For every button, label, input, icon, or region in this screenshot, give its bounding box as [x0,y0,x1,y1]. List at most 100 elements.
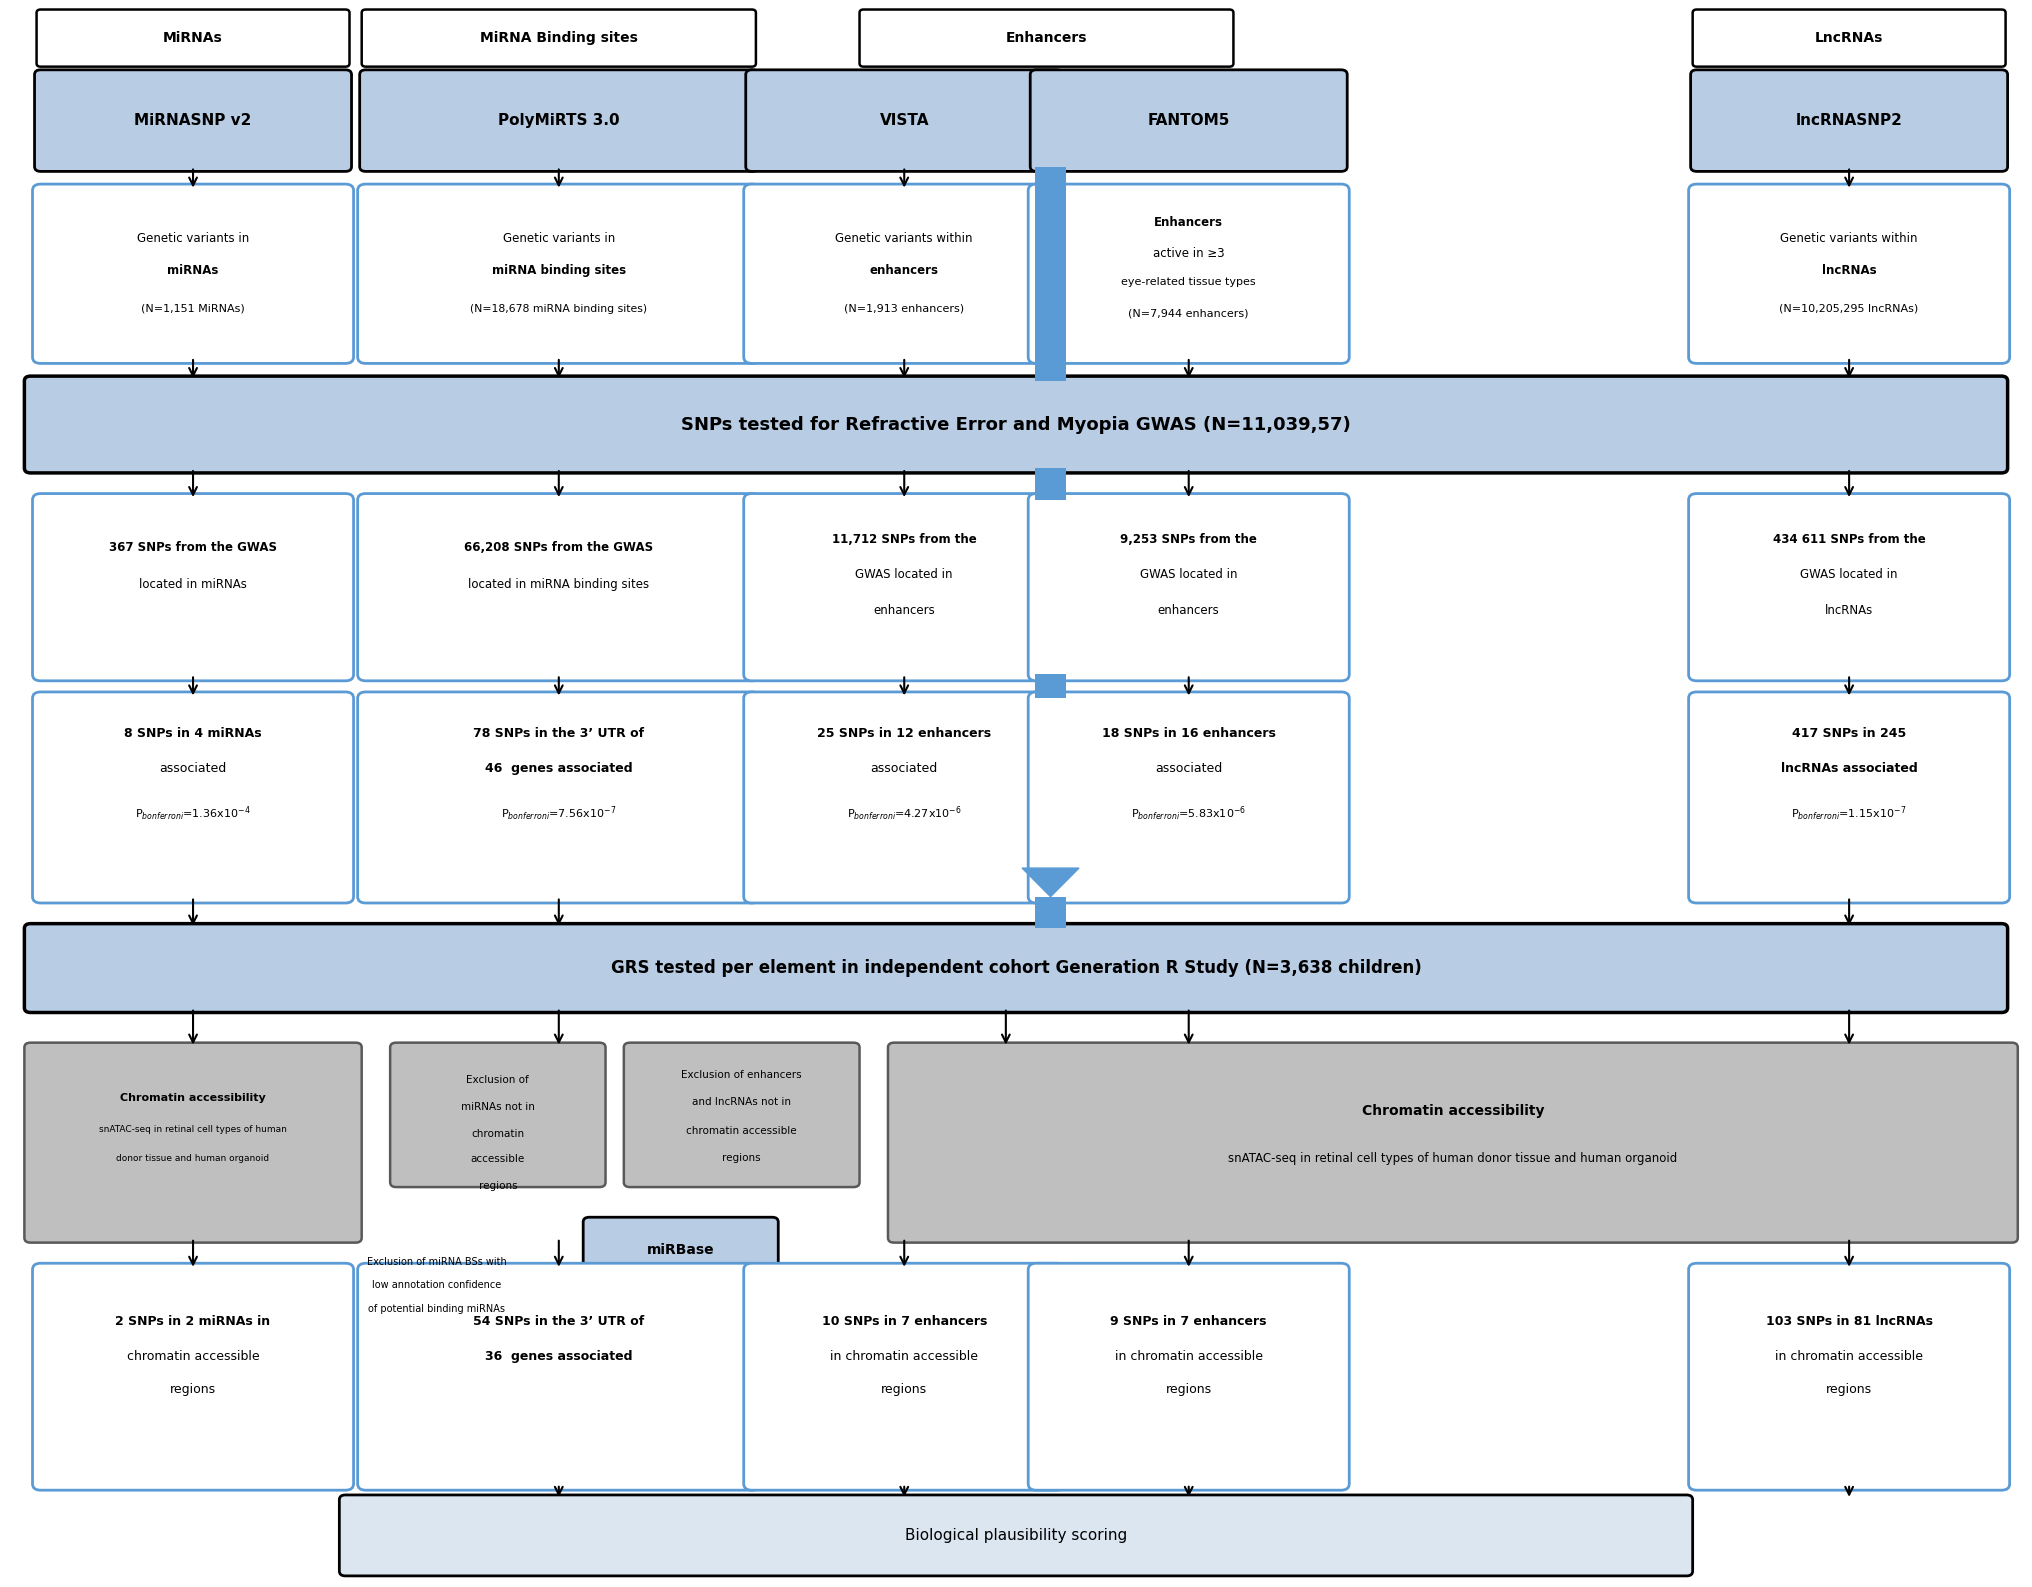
Text: in chromatin accessible: in chromatin accessible [1776,1349,1922,1363]
Text: chromatin: chromatin [471,1128,524,1139]
FancyBboxPatch shape [390,1043,606,1187]
Text: located in miRNA binding sites: located in miRNA binding sites [467,578,650,590]
Text: regions: regions [882,1382,927,1397]
FancyBboxPatch shape [37,10,350,67]
Text: GWAS located in: GWAS located in [855,568,953,581]
Bar [1034,468,1067,500]
Text: and lncRNAs not in: and lncRNAs not in [693,1097,790,1108]
Text: enhancers: enhancers [1158,605,1219,617]
FancyBboxPatch shape [1028,1263,1349,1490]
Text: snATAC-seq in retinal cell types of human donor tissue and human organoid: snATAC-seq in retinal cell types of huma… [1227,1152,1678,1165]
Bar [1034,674,1067,698]
Text: 25 SNPs in 12 enhancers: 25 SNPs in 12 enhancers [817,727,992,741]
Text: 18 SNPs in 16 enhancers: 18 SNPs in 16 enhancers [1101,727,1276,741]
FancyBboxPatch shape [1028,692,1349,903]
FancyBboxPatch shape [360,70,758,171]
Text: GWAS located in: GWAS located in [1140,568,1237,581]
Text: Biological plausibility scoring: Biological plausibility scoring [904,1528,1128,1543]
Text: 9 SNPs in 7 enhancers: 9 SNPs in 7 enhancers [1109,1314,1268,1328]
Text: GRS tested per element in independent cohort Generation R Study (N=3,638 childre: GRS tested per element in independent co… [612,959,1420,978]
FancyBboxPatch shape [888,1043,2018,1243]
Bar [1034,897,1067,928]
Text: of potential binding miRNAs: of potential binding miRNAs [368,1305,506,1314]
Text: (N=1,151 MiRNAs): (N=1,151 MiRNAs) [140,303,246,314]
FancyBboxPatch shape [744,184,1065,363]
FancyBboxPatch shape [1691,70,2008,171]
FancyBboxPatch shape [362,10,756,67]
Text: eye-related tissue types: eye-related tissue types [1122,276,1256,287]
FancyBboxPatch shape [744,1263,1065,1490]
FancyBboxPatch shape [1028,184,1349,363]
FancyBboxPatch shape [746,70,1063,171]
Text: regions: regions [171,1382,215,1397]
FancyBboxPatch shape [358,494,760,681]
FancyBboxPatch shape [1693,10,2006,67]
Text: Genetic variants in: Genetic variants in [502,232,616,246]
Text: lncRNAs associated: lncRNAs associated [1780,762,1918,776]
Text: MiRNA Binding sites: MiRNA Binding sites [480,32,638,44]
Text: miRNA binding sites: miRNA binding sites [492,263,626,278]
Text: (N=10,205,295 lncRNAs): (N=10,205,295 lncRNAs) [1780,303,1918,314]
Text: 66,208 SNPs from the GWAS: 66,208 SNPs from the GWAS [463,541,654,554]
Text: FANTOM5: FANTOM5 [1148,113,1229,129]
Text: MiRNAs: MiRNAs [163,32,224,44]
Text: PolyMiRTS 3.0: PolyMiRTS 3.0 [498,113,620,129]
Text: lncRNASNP2: lncRNASNP2 [1796,113,1902,129]
Text: 2 SNPs in 2 miRNAs in: 2 SNPs in 2 miRNAs in [116,1314,270,1328]
Text: associated: associated [1154,762,1223,776]
Text: Exclusion of: Exclusion of [467,1074,528,1086]
Text: P$_{bonferroni}$=1.36x10$^{-4}$: P$_{bonferroni}$=1.36x10$^{-4}$ [136,805,250,822]
Text: associated: associated [158,762,228,776]
Text: in chromatin accessible: in chromatin accessible [831,1349,977,1363]
Text: GWAS located in: GWAS located in [1800,568,1898,581]
Text: regions: regions [478,1181,518,1192]
Text: Exclusion of enhancers: Exclusion of enhancers [681,1070,803,1081]
FancyBboxPatch shape [33,184,354,363]
Text: donor tissue and human organoid: donor tissue and human organoid [116,1154,270,1163]
Text: 11,712 SNPs from the: 11,712 SNPs from the [831,533,977,546]
Text: regions: regions [721,1152,762,1163]
Bar [1034,167,1067,381]
Text: 46  genes associated: 46 genes associated [486,762,632,776]
Text: miRNAs not in: miRNAs not in [461,1101,534,1112]
Text: SNPs tested for Refractive Error and Myopia GWAS (N=11,039,57): SNPs tested for Refractive Error and Myo… [681,416,1351,433]
FancyBboxPatch shape [1030,70,1347,171]
Text: Enhancers: Enhancers [1006,32,1087,44]
FancyBboxPatch shape [35,70,352,171]
FancyBboxPatch shape [358,184,760,363]
FancyBboxPatch shape [583,1217,778,1282]
Text: P$_{bonferroni}$=4.27x10$^{-6}$: P$_{bonferroni}$=4.27x10$^{-6}$ [847,805,961,822]
Text: low annotation confidence: low annotation confidence [372,1281,502,1290]
Text: (N=7,944 enhancers): (N=7,944 enhancers) [1128,308,1250,319]
Text: active in ≥3: active in ≥3 [1152,246,1225,260]
FancyBboxPatch shape [24,376,2008,473]
Text: lncRNAs: lncRNAs [1825,605,1874,617]
FancyBboxPatch shape [358,692,760,903]
FancyBboxPatch shape [1689,494,2010,681]
Text: lncRNAs: lncRNAs [1823,263,1876,278]
Text: (N=18,678 miRNA binding sites): (N=18,678 miRNA binding sites) [469,303,648,314]
Text: 54 SNPs in the 3’ UTR of: 54 SNPs in the 3’ UTR of [473,1314,644,1328]
FancyBboxPatch shape [1689,1263,2010,1490]
Text: Enhancers: Enhancers [1154,216,1223,230]
Text: 417 SNPs in 245: 417 SNPs in 245 [1792,727,1906,741]
Text: Genetic variants within: Genetic variants within [835,232,973,246]
Text: enhancers: enhancers [870,263,939,278]
Text: (N=1,913 enhancers): (N=1,913 enhancers) [843,303,965,314]
Text: accessible: accessible [471,1154,524,1165]
FancyBboxPatch shape [24,924,2008,1013]
FancyBboxPatch shape [1028,494,1349,681]
FancyBboxPatch shape [744,494,1065,681]
Text: 434 611 SNPs from the: 434 611 SNPs from the [1772,533,1926,546]
Polygon shape [1022,868,1079,897]
Text: chromatin accessible: chromatin accessible [126,1349,260,1363]
Text: miRBase: miRBase [646,1243,715,1257]
Text: Chromatin accessibility: Chromatin accessibility [120,1093,266,1103]
Text: snATAC-seq in retinal cell types of human: snATAC-seq in retinal cell types of huma… [100,1125,287,1135]
Text: Genetic variants within: Genetic variants within [1780,232,1918,246]
Text: regions: regions [1827,1382,1871,1397]
Text: enhancers: enhancers [874,605,935,617]
Text: in chromatin accessible: in chromatin accessible [1116,1349,1262,1363]
FancyBboxPatch shape [358,1263,760,1490]
Text: located in miRNAs: located in miRNAs [138,578,248,590]
